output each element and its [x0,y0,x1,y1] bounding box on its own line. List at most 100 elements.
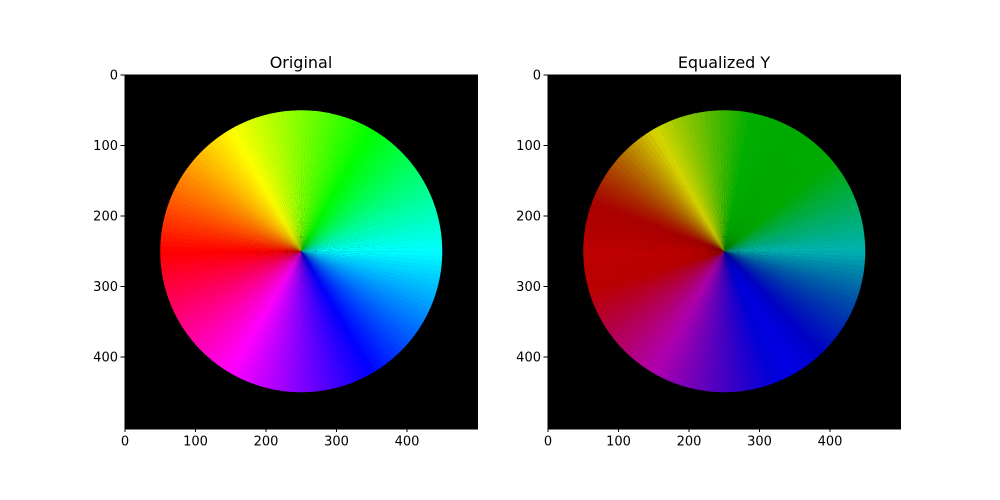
wheel-wedge [301,251,331,391]
y-tick-label: 200 [516,210,541,225]
wheel-wedge [248,118,302,252]
wheel-wedge [599,251,725,322]
wheel-wedge [301,129,377,252]
wheel-wedge [301,251,436,300]
wheel-wedge [724,251,851,318]
wheel-wedge [176,251,302,322]
color-wheel [583,110,866,393]
wheel-wedge [590,202,725,252]
wheel-wedge [714,110,725,252]
x-axis: 0 100 200 300 400 [544,427,842,450]
wheel-wedge [170,193,302,252]
wheel-wedge [607,251,725,335]
wheel-wedge [724,251,844,331]
wheel-wedge [616,156,725,252]
wheel-wedge [724,251,849,323]
wheel-wedge [301,198,434,252]
y-tick-label: 100 [516,139,541,154]
image-area [548,75,901,429]
wheel-wedge [174,251,302,318]
wheel-wedge [724,251,862,291]
wheel-wedge [724,115,769,252]
wheel-wedge [230,251,302,376]
wheel-wedge [301,251,321,392]
wheel-wedge [591,198,725,252]
wheel-wedge [301,251,364,381]
wheel-wedge [179,176,302,252]
wheel-wedge [724,185,852,252]
x-tick-label: 100 [606,435,631,450]
axes-frame [547,74,901,430]
wheel-wedge [724,251,833,346]
wheel-wedge [637,137,725,252]
wheel-wedge [172,189,302,252]
wheel-wedge [168,198,302,252]
wheel-wedge [724,251,812,366]
wheel-wedge [724,251,808,369]
wheel-wedge [649,251,725,374]
wheel-wedge [610,164,725,252]
wheel-wedge [165,207,302,252]
wheel-wedge [724,153,830,252]
wheel-wedge [671,118,725,252]
wheel-wedge [724,251,791,379]
wheel-wedge [163,251,302,286]
x-tick-label: 100 [183,435,208,450]
wheel-wedge [203,146,302,252]
wheel-wedge [724,251,842,335]
wheel-wedge [162,251,302,281]
wheel-wedge [626,251,725,357]
wheel-wedge [301,115,346,252]
wheel-wedge [641,134,725,252]
wheel-wedge [189,251,302,342]
wheel-wedge [724,251,839,339]
x-tick-label: 300 [747,435,772,450]
wheel-wedge [724,236,865,252]
wheel-wedge [181,172,302,252]
y-tick-label: 300 [93,280,118,295]
wheel-wedge [724,143,819,252]
wheel-wedge [172,251,302,314]
wheel-wedge [301,122,364,252]
wheel-wedge [724,251,859,300]
wheel-wedge [193,251,302,346]
x-tick-label: 300 [324,435,349,450]
wheel-wedge [301,251,407,350]
wheel-wedge [685,114,725,252]
wheel-wedge [685,251,725,389]
wheel-wedge [666,120,725,252]
wheel-wedge [193,156,302,252]
wheel-wedge [724,117,773,252]
wheel-wedge [161,251,302,276]
wheel-wedge [724,114,764,252]
x-axis: 0 100 200 300 400 [121,427,419,450]
wheel-wedge [619,153,725,252]
wheel-wedge [583,251,725,266]
wheel-wedge [187,164,302,252]
wheel-wedge [301,246,443,252]
x-tick-label: 0 [121,435,129,450]
wheel-wedge [276,111,302,252]
wheel-wedge [301,160,413,252]
wheel-wedge [218,134,302,252]
wheel-wedge [301,251,336,390]
y-tick-label: 400 [93,351,118,366]
wheel-wedge [164,251,302,291]
wheel-wedge [724,172,844,252]
wheel-wedge [724,140,816,252]
wheel-wedge [653,251,725,376]
wheel-wedge [199,149,302,252]
wheel-wedge [724,251,847,327]
wheel-wedge [583,251,725,271]
y-axis: 0 100 200 300 400 [93,69,125,366]
wheel-wedge [262,251,302,389]
wheel-wedge [633,251,725,363]
wheel-wedge [724,168,842,252]
wheel-wedge [724,251,795,376]
wheel-wedge [724,156,833,252]
wheel-wedge [165,251,302,295]
wheel-wedge [671,251,725,384]
wheel-wedge [724,180,849,252]
wheel-wedge [199,251,302,353]
